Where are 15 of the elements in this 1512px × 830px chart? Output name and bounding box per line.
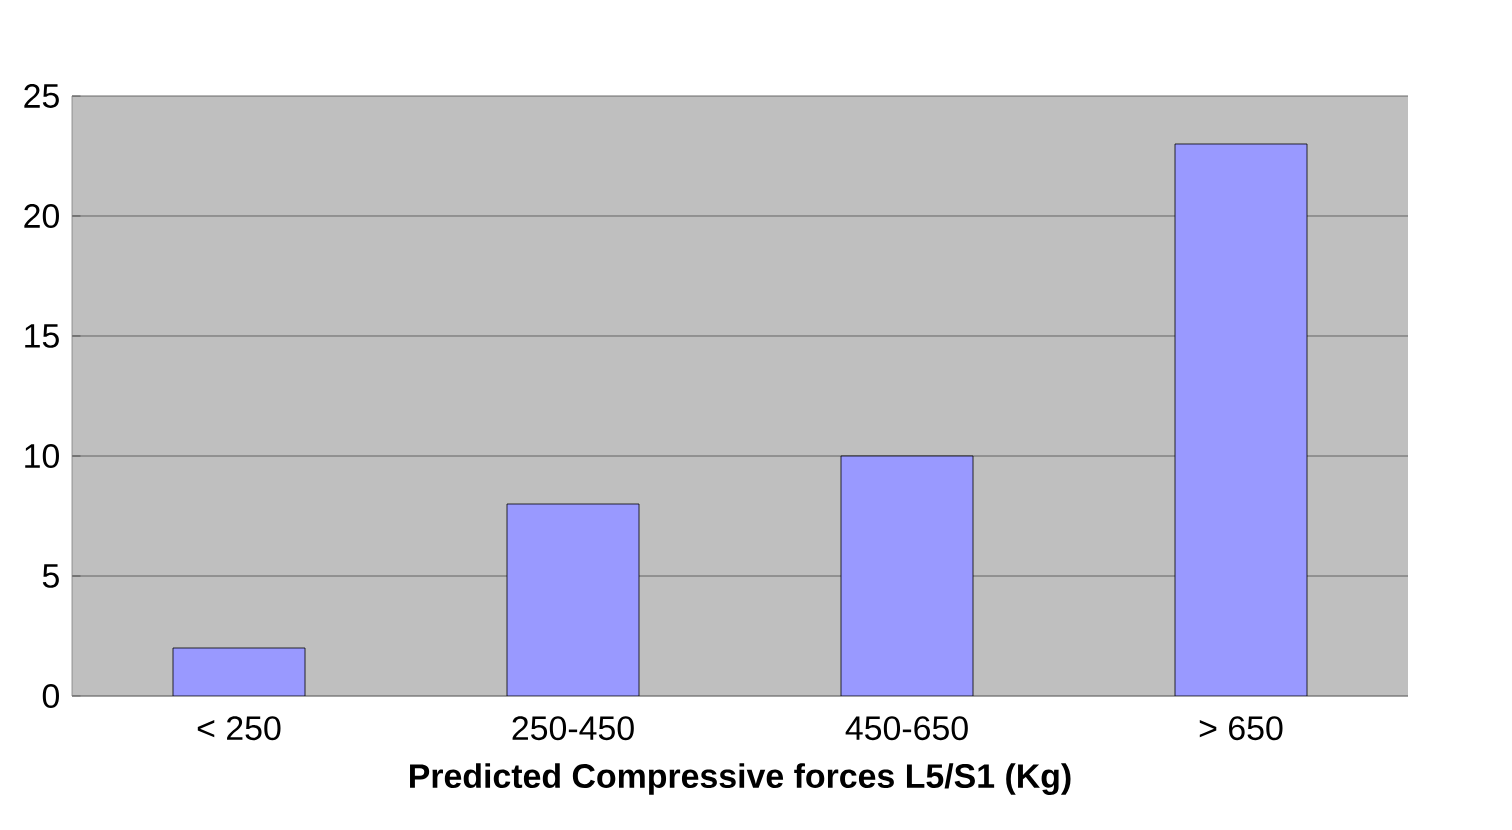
y-tick-label: 25	[24, 84, 59, 108]
y-tick-label: 0	[42, 684, 59, 708]
y-tick-label: 5	[42, 564, 59, 588]
x-axis-title: Predicted Compressive forces L5/S1 (Kg)	[410, 763, 1071, 795]
y-tick-label: 15	[25, 324, 59, 348]
bar	[172, 647, 306, 696]
bar	[1174, 143, 1308, 696]
y-tick-label: 10	[25, 444, 59, 468]
x-tick-label: 250-450	[512, 716, 634, 741]
x-tick-label: < 250	[197, 716, 281, 741]
y-tick-label: 20	[24, 204, 59, 228]
x-tick-label: 450-650	[845, 716, 968, 741]
x-tick-label: > 650	[1199, 716, 1283, 741]
bar	[506, 503, 640, 696]
bar	[840, 455, 974, 696]
